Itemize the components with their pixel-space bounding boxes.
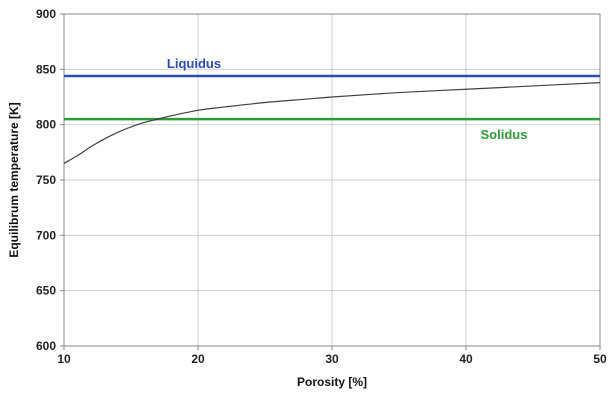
series [63, 82, 601, 164]
x-tick-label: 40 [459, 352, 473, 366]
y-tick-label: 600 [36, 339, 56, 353]
x-tick-label: 10 [57, 352, 71, 366]
y-tick-label: 650 [36, 284, 56, 298]
x-tick-label: 30 [325, 352, 339, 366]
x-tick-label: 20 [191, 352, 205, 366]
y-tick-label: 850 [36, 62, 56, 76]
x-tick-label: 50 [593, 352, 607, 366]
reference-lines: Liquidus Solidus [64, 56, 600, 142]
y-tick-label: 750 [36, 173, 56, 187]
grid [63, 13, 601, 347]
y-tick-label: 900 [36, 7, 56, 21]
y-tick-label: 800 [36, 118, 56, 132]
x-axis-label: Porosity [%] [297, 375, 367, 389]
y-axis-label: Equilibrum temperature [K] [7, 102, 21, 257]
y-tick-label: 700 [36, 228, 56, 242]
solidus-label: Solidus [481, 127, 528, 142]
liquidus-label: Liquidus [167, 56, 221, 71]
tick-labels: 10 20 30 40 50 600 650 700 750 800 850 900 [36, 7, 607, 366]
series-line-0 [63, 82, 601, 164]
